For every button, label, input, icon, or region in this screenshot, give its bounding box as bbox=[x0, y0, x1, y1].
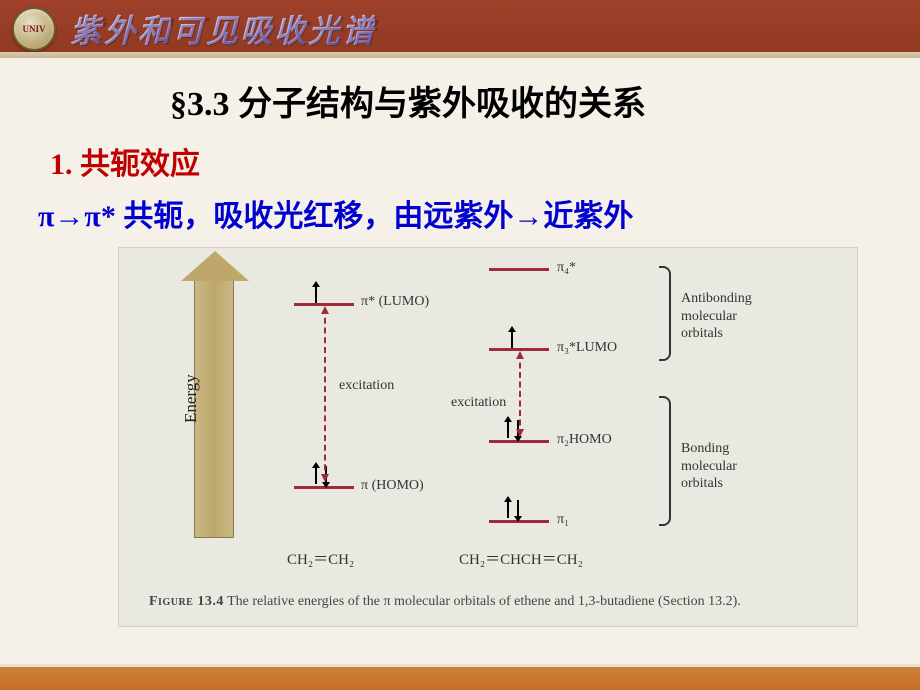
label-antibonding: Antibonding molecular orbitals bbox=[681, 290, 752, 343]
formula-butadiene: CH₂＝CHCH＝CH₂ bbox=[459, 548, 583, 569]
label-pi2: π₂HOMO bbox=[557, 432, 612, 448]
header-char: 紫 bbox=[70, 6, 103, 52]
electron-up-icon bbox=[507, 500, 509, 518]
label-pi3-star: π₃*LUMO bbox=[557, 340, 617, 356]
subheading-2: π→π* 共轭，吸收光红移，由远紫外→近紫外 bbox=[38, 191, 890, 235]
excitation-label-left: excitation bbox=[339, 378, 394, 394]
header-char: 可 bbox=[172, 6, 205, 52]
energy-axis-label: Energy bbox=[181, 374, 201, 423]
electron-up-icon bbox=[315, 466, 317, 484]
level-pi4-star bbox=[489, 268, 549, 271]
slide-footer-bar bbox=[0, 664, 920, 690]
energy-diagram-figure: Energy π* (LUMO) π (HOMO) excitation π₄*… bbox=[118, 247, 858, 627]
header-char: 光 bbox=[308, 6, 341, 52]
slide-header: UNIV 紫 外 和 可 见 吸 收 光 谱 bbox=[0, 0, 920, 58]
header-char: 谱 bbox=[342, 6, 375, 52]
excitation-arrow-right bbox=[519, 353, 521, 435]
header-char: 收 bbox=[274, 6, 307, 52]
label-bonding: Bonding molecular orbitals bbox=[681, 440, 737, 493]
electron-up-icon bbox=[315, 285, 317, 303]
slide-content: §3.3 分子结构与紫外吸收的关系 1. 共轭效应 π→π* 共轭，吸收光红移，… bbox=[0, 58, 920, 627]
electron-down-icon bbox=[517, 500, 519, 518]
label-pi4-star: π₄* bbox=[557, 260, 576, 276]
electron-up-icon bbox=[511, 330, 513, 348]
seal-text: UNIV bbox=[22, 24, 45, 34]
header-char: 和 bbox=[138, 6, 171, 52]
subheading-1: 1. 共轭效应 bbox=[50, 139, 890, 183]
university-seal-icon: UNIV bbox=[12, 7, 56, 51]
excitation-arrow-left bbox=[324, 308, 326, 480]
brace-bonding-icon bbox=[659, 396, 671, 526]
electron-up-icon bbox=[507, 420, 509, 438]
label-pi1: π₁ bbox=[557, 512, 569, 528]
figure-caption: Figure 13.4 The relative energies of the… bbox=[149, 593, 827, 612]
excitation-label-right: excitation bbox=[451, 395, 506, 411]
label-pi: π (HOMO) bbox=[361, 478, 424, 494]
brace-antibonding-icon bbox=[659, 266, 671, 361]
caption-text: The relative energies of the π molecular… bbox=[224, 594, 741, 609]
header-char: 见 bbox=[206, 6, 239, 52]
caption-figure-number: Figure 13.4 bbox=[149, 594, 224, 609]
label-pi-star: π* (LUMO) bbox=[361, 294, 429, 310]
header-title: 紫 外 和 可 见 吸 收 光 谱 bbox=[70, 6, 376, 52]
header-char: 吸 bbox=[240, 6, 273, 52]
formula-ethene: CH₂＝CH₂ bbox=[287, 548, 354, 569]
section-title: §3.3 分子结构与紫外吸收的关系 bbox=[30, 76, 890, 125]
header-char: 外 bbox=[104, 6, 137, 52]
